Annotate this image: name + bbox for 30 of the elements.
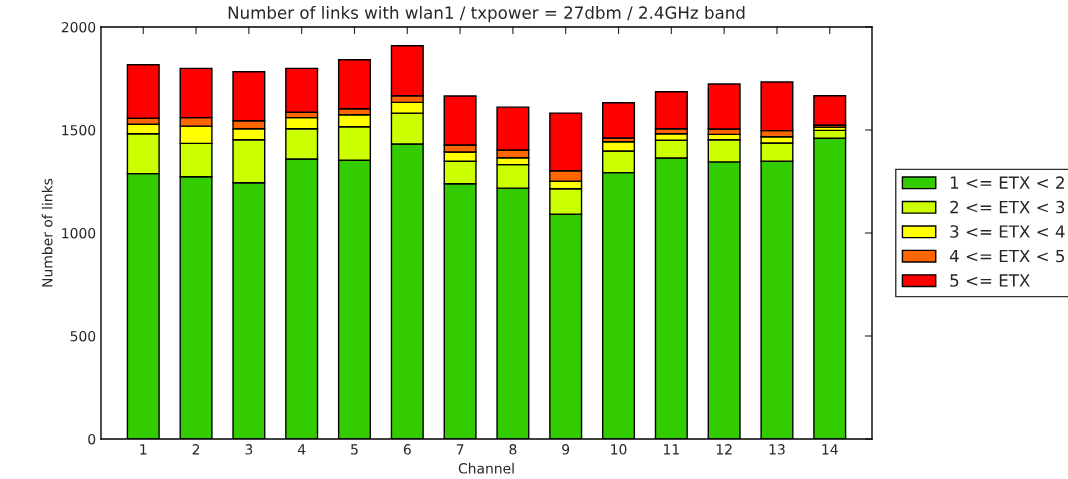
x-tick-label: 4 bbox=[297, 444, 306, 455]
x-tick-label: 1 bbox=[140, 444, 147, 455]
bar bbox=[654, 90, 688, 130]
chart-title: Number of links with wlan1 / txpower = 27dbm / 2.4GHz band bbox=[228, 6, 745, 23]
x-tick-label: 10 bbox=[611, 444, 627, 455]
x-tick-label: 7 bbox=[456, 444, 464, 455]
legend-label: 2 <= ETX < 3 bbox=[950, 200, 1065, 214]
legend-label: 5 <= ETX bbox=[950, 274, 1030, 287]
legend-label: 1 <= ETX < 2 bbox=[950, 176, 1064, 189]
x-tick-label: 9 bbox=[562, 444, 570, 455]
y-tick-label: 500 bbox=[70, 330, 96, 342]
x-tick-label: 6 bbox=[403, 444, 411, 455]
y-axis-title: Number of links bbox=[41, 178, 53, 287]
y-tick-label: 2000 bbox=[61, 21, 96, 33]
x-tick-label: 14 bbox=[822, 444, 838, 455]
x-tick-label: 12 bbox=[716, 444, 732, 455]
y-tick-label: 0 bbox=[88, 433, 96, 445]
x-tick-label: 8 bbox=[509, 444, 517, 455]
x-tick-label: 13 bbox=[769, 444, 785, 455]
x-axis-title: Channel bbox=[458, 462, 514, 474]
legend-label: 3 <= ETX < 4 bbox=[950, 225, 1065, 238]
bar bbox=[813, 95, 847, 126]
y-tick-label: 1500 bbox=[62, 124, 96, 136]
y-tick-label: 1000 bbox=[62, 227, 96, 239]
legend-label: 4 <= ETX < 5 bbox=[949, 249, 1065, 263]
x-tick-label: 3 bbox=[245, 444, 253, 455]
x-tick-label: 11 bbox=[664, 444, 679, 455]
x-tick-label: 2 bbox=[192, 444, 200, 455]
bar bbox=[601, 102, 636, 139]
x-tick-label: 5 bbox=[351, 444, 358, 455]
